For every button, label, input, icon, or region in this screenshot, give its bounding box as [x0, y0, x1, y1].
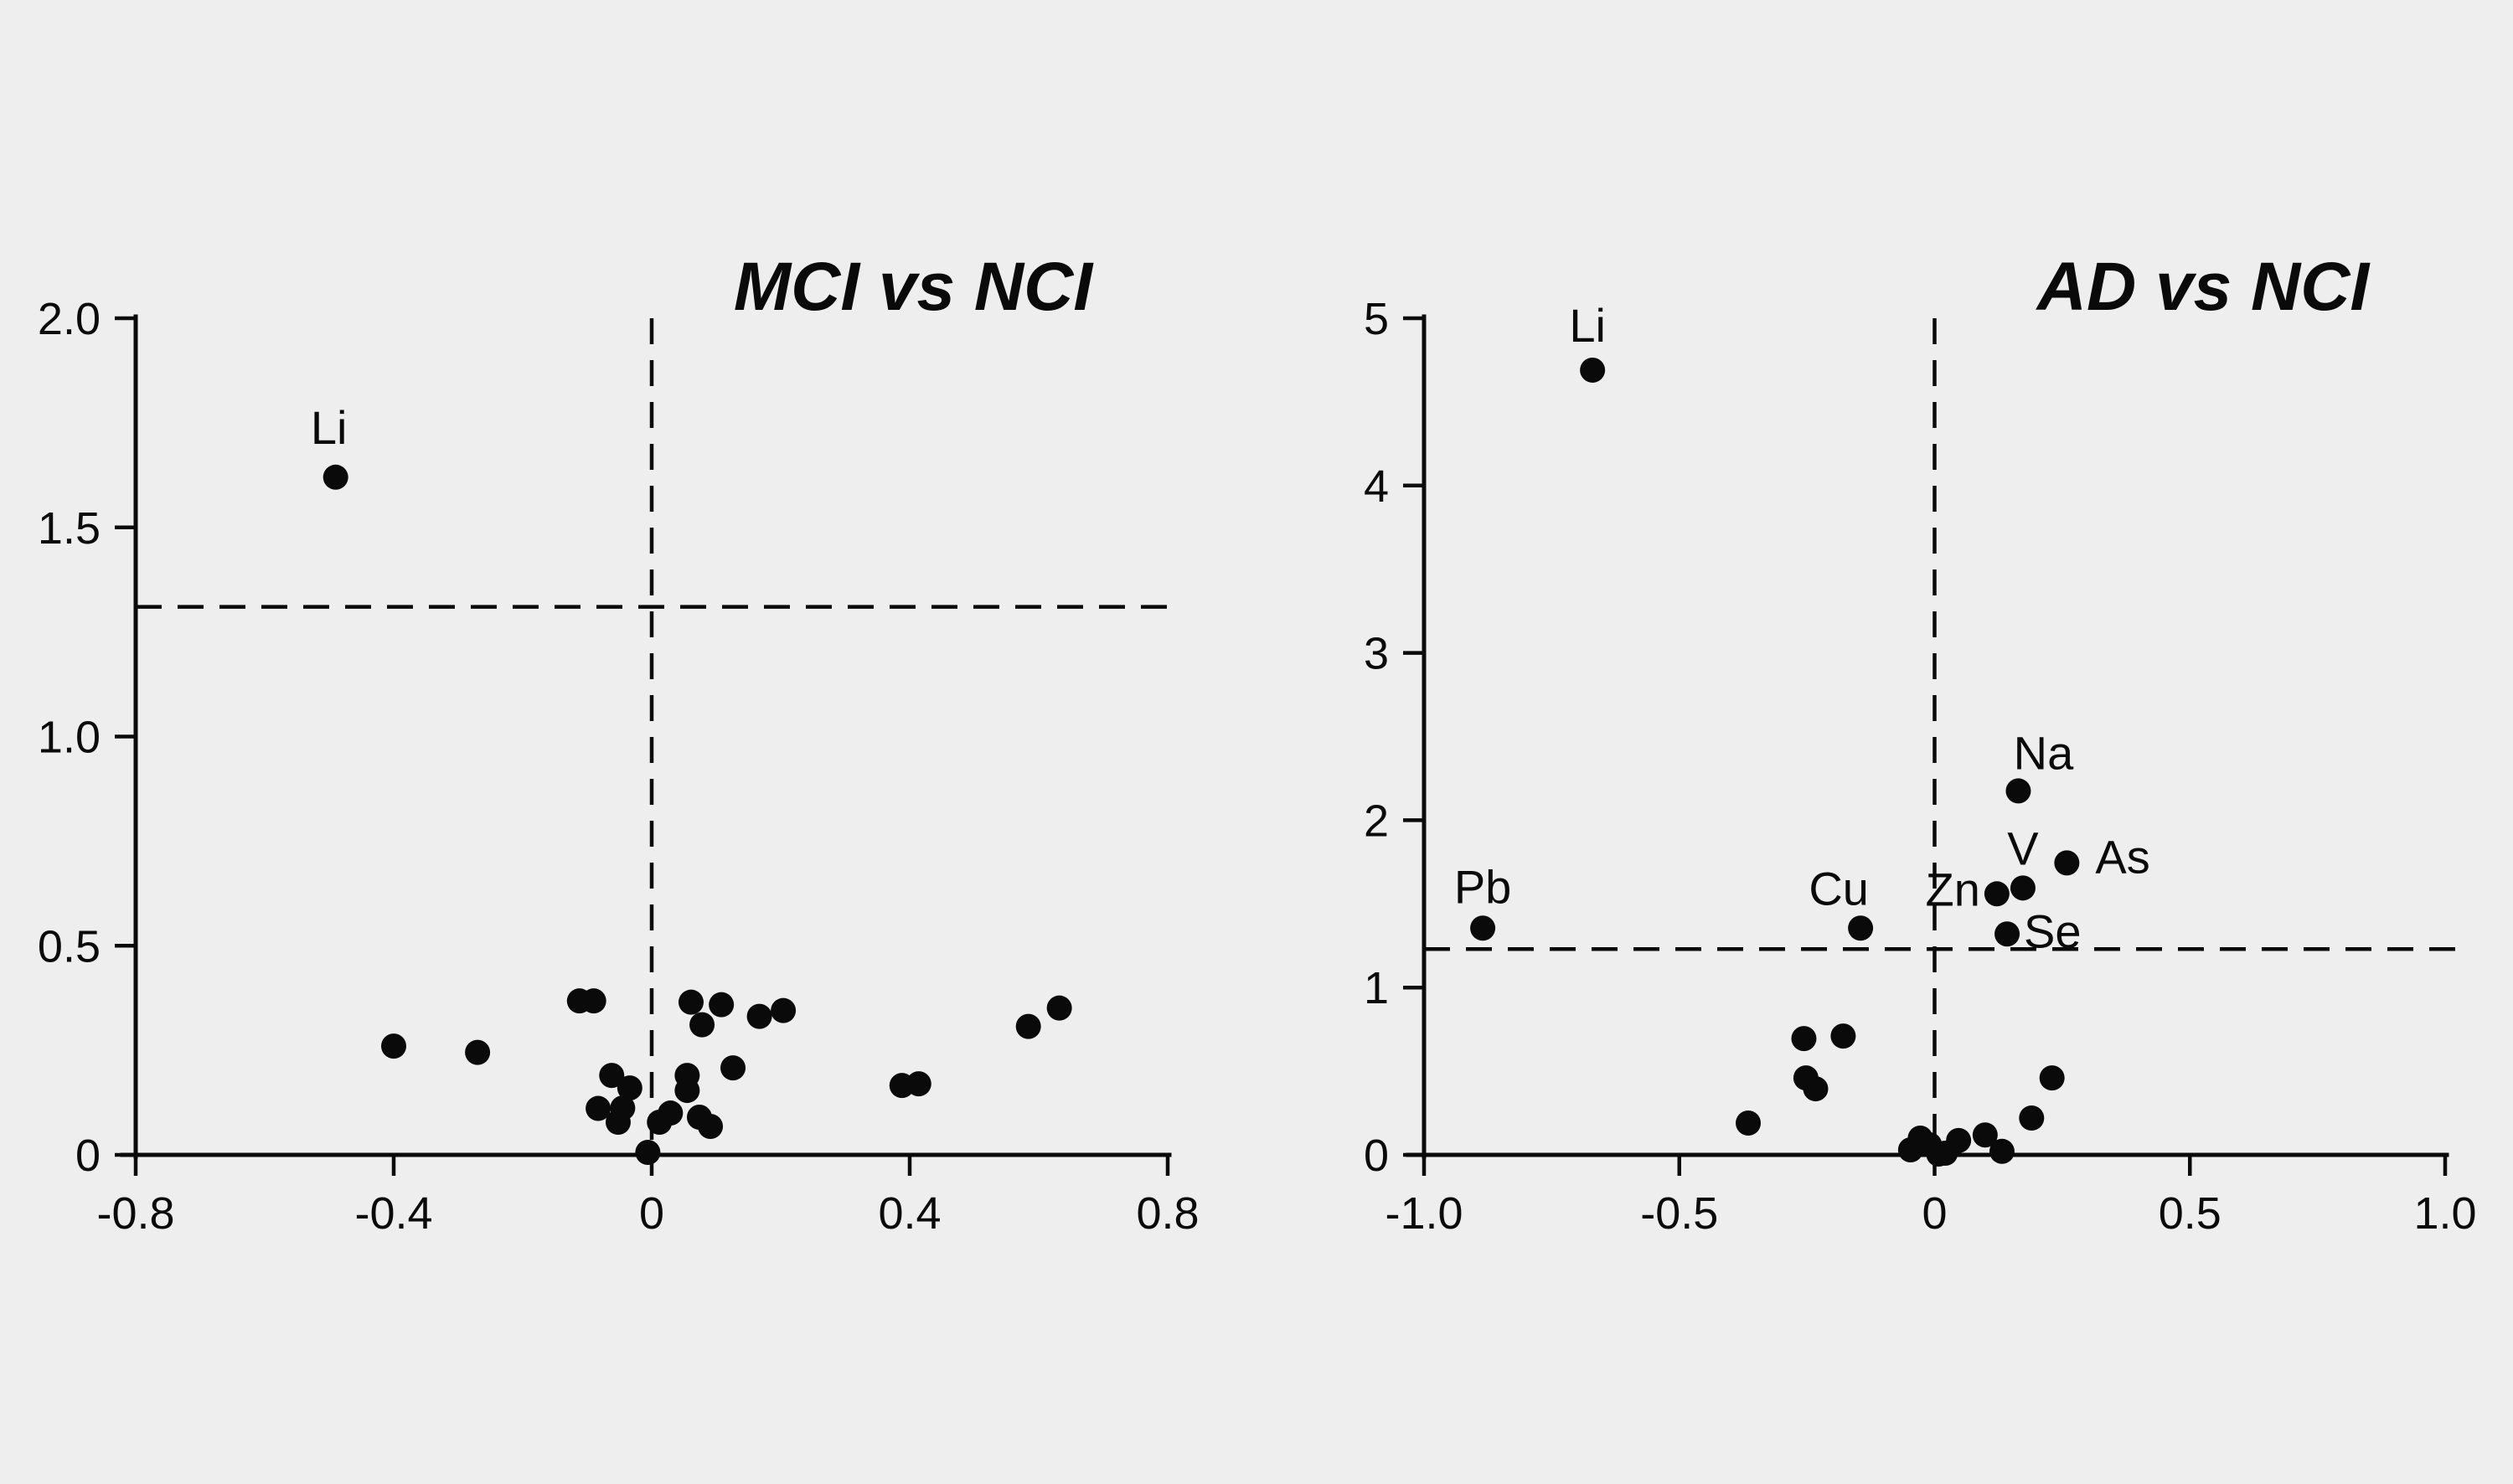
data-point [689, 1012, 715, 1038]
point-label-cu: Cu [1809, 862, 1869, 915]
data-point [581, 988, 606, 1014]
data-point-zn [1984, 881, 2010, 907]
data-point-na [2005, 778, 2031, 804]
data-point [1046, 995, 1072, 1021]
data-point-v [2010, 875, 2036, 901]
data-point [381, 1033, 406, 1059]
data-point [1989, 1138, 2015, 1164]
point-label-as: As [2095, 830, 2149, 883]
x-tick-label: 1.0 [2413, 1188, 2476, 1239]
x-tick-label: 0 [1922, 1188, 1947, 1239]
plot-mci-vs-nci: -0.8 -0.4 0 0.4 0.8 0 0.5 1.0 1.5 2.0 Li [38, 294, 1200, 1239]
x-tick-label: 0.8 [1136, 1188, 1199, 1239]
data-point [674, 1078, 700, 1104]
data-point [709, 992, 735, 1018]
x-tick-label: 0 [639, 1188, 664, 1239]
y-tick-label: 1 [1364, 963, 1389, 1013]
x-tick-label: 0.5 [2159, 1188, 2221, 1239]
x-tick-label: -0.8 [96, 1188, 174, 1239]
data-point [658, 1100, 684, 1126]
data-point [635, 1140, 661, 1166]
data-point [605, 1110, 631, 1136]
data-point-se [1994, 921, 2020, 947]
data-point [720, 1055, 746, 1081]
point-label-se: Se [2024, 904, 2082, 957]
point-label-v: V [2007, 822, 2039, 874]
x-tick-label: 0.4 [878, 1188, 941, 1239]
data-point [1736, 1110, 1762, 1136]
plot-title-ad-vs-nci: AD vs NCI [2036, 249, 2370, 325]
point-label-li: Li [1569, 299, 1606, 352]
point-label-li: Li [311, 401, 348, 454]
point-label-zn: Zn [1925, 863, 1979, 915]
y-tick-label: 2 [1364, 796, 1389, 846]
y-tick-label: 4 [1364, 461, 1389, 512]
data-point [1803, 1076, 1829, 1102]
x-tick-label: -1.0 [1385, 1188, 1463, 1239]
point-label-pb: Pb [1454, 860, 1512, 913]
y-tick-label: 0 [75, 1131, 101, 1181]
data-point [1972, 1122, 1998, 1148]
data-point [771, 997, 797, 1023]
y-tick-label: 0.5 [38, 921, 101, 971]
data-point [586, 1095, 611, 1121]
data-point [2019, 1105, 2045, 1131]
data-point [1946, 1127, 1972, 1153]
data-point [1791, 1026, 1817, 1052]
data-point [2039, 1065, 2065, 1091]
data-point [599, 1063, 625, 1089]
data-point-li [1580, 357, 1606, 383]
data-point [617, 1075, 642, 1101]
y-tick-label: 5 [1364, 294, 1389, 344]
data-point [1015, 1013, 1041, 1039]
x-tick-label: -0.5 [1640, 1188, 1718, 1239]
data-point-li [323, 464, 348, 490]
y-tick-label: 2.0 [38, 294, 101, 344]
data-point [1830, 1023, 1856, 1049]
data-point-cu [1848, 915, 1874, 941]
y-tick-label: 1.0 [38, 713, 101, 763]
data-point [906, 1071, 931, 1097]
plot-title-mci-vs-nci: MCI vs NCI [733, 249, 1093, 325]
x-tick-label: -0.4 [354, 1188, 432, 1239]
data-point-pb [1470, 915, 1496, 941]
data-point [465, 1039, 491, 1065]
data-point [678, 989, 704, 1015]
data-point-as [2054, 850, 2080, 876]
data-point [746, 1003, 772, 1029]
data-point [698, 1114, 724, 1140]
point-label-na: Na [2014, 726, 2074, 779]
y-tick-label: 3 [1364, 629, 1389, 679]
y-tick-label: 1.5 [38, 503, 101, 554]
y-tick-label: 0 [1364, 1131, 1389, 1181]
